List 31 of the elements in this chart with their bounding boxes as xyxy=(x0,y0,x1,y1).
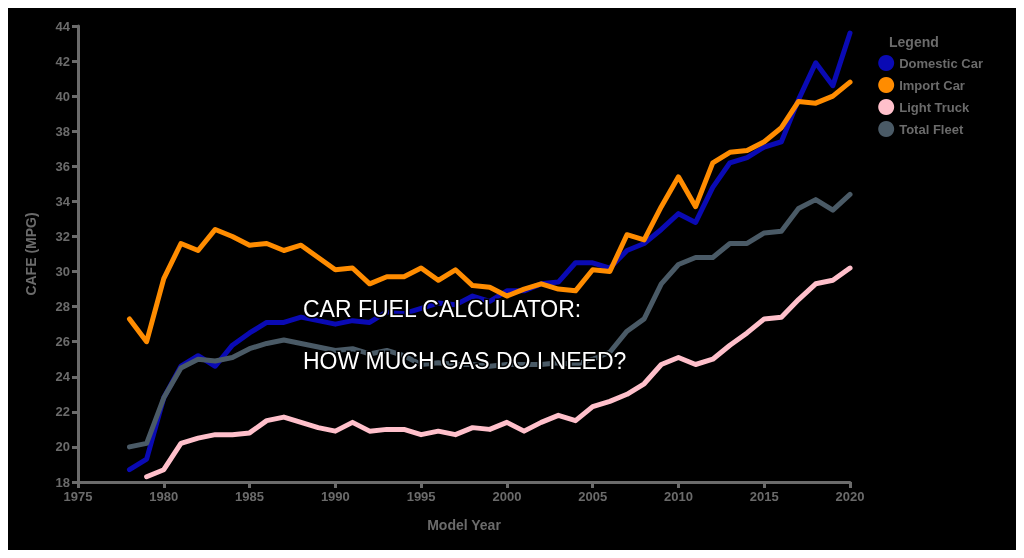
x-tick-label: 2005 xyxy=(578,489,608,504)
y-tick-label: 44 xyxy=(55,18,71,34)
y-tick-label: 34 xyxy=(55,193,71,209)
x-tick-label: 1990 xyxy=(320,489,350,504)
x-tick-label: 1985 xyxy=(235,489,265,504)
y-tick-label: 32 xyxy=(55,228,70,244)
legend-label: Import Car xyxy=(899,77,965,93)
x-tick-label: 1975 xyxy=(63,489,93,504)
x-tick-label: 2020 xyxy=(835,489,865,504)
y-tick-label: 40 xyxy=(55,88,70,104)
legend-label: Domestic Car xyxy=(899,55,983,71)
legend-label: Light Truck xyxy=(899,99,971,115)
legend-title: Legend xyxy=(889,34,939,50)
y-tick-label: 36 xyxy=(55,158,70,174)
y-tick-label: 30 xyxy=(55,264,70,280)
y-tick-label: 42 xyxy=(55,53,70,69)
x-tick-label: 2015 xyxy=(749,489,779,504)
legend-label: Total Fleet xyxy=(899,121,964,137)
y-tick-label: 26 xyxy=(55,334,70,350)
y-tick-label: 28 xyxy=(55,299,70,315)
y-tick-label: 24 xyxy=(55,369,71,385)
y-tick-label: 20 xyxy=(55,439,70,455)
x-tick-label: 1980 xyxy=(149,489,179,504)
y-tick-label: 38 xyxy=(55,123,70,139)
x-tick-label: 1995 xyxy=(406,489,436,504)
y-tick-label: 18 xyxy=(55,474,70,490)
y-axis-title: CAFE (MPG) xyxy=(23,212,39,296)
y-tick-label: 22 xyxy=(55,404,70,420)
x-tick-label: 2000 xyxy=(492,489,522,504)
x-tick-label: 2010 xyxy=(663,489,693,504)
x-axis-title: Model Year xyxy=(427,517,502,533)
